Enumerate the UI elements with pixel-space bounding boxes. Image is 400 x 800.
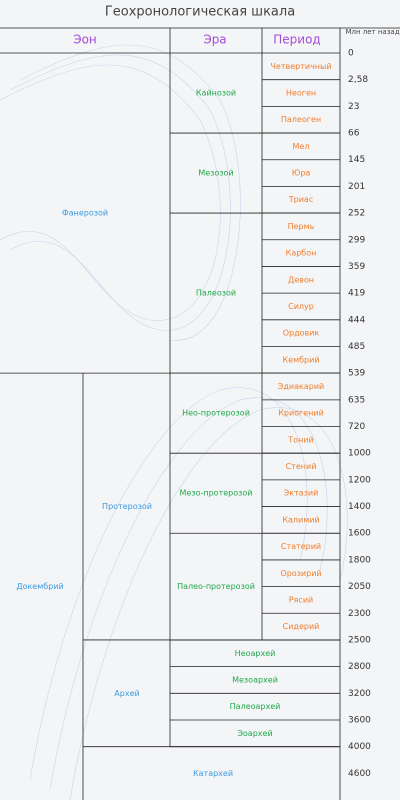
age: 1000 bbox=[348, 449, 371, 459]
header-age-box: Млн лет назад bbox=[345, 28, 400, 36]
age: 1600 bbox=[348, 529, 371, 539]
decoration bbox=[0, 44, 348, 800]
age: 66 bbox=[348, 129, 360, 139]
age: 23 bbox=[348, 102, 359, 112]
age: 4000 bbox=[348, 742, 371, 752]
era: Мезозой bbox=[198, 169, 233, 178]
period: Неоген bbox=[286, 89, 316, 98]
period: Кембрий bbox=[282, 355, 319, 364]
age: 201 bbox=[348, 182, 365, 192]
period: Силур bbox=[288, 302, 314, 311]
era: Кайнозой bbox=[196, 89, 236, 98]
header-age: Млн лет назад bbox=[345, 28, 400, 36]
period: Сидерий bbox=[283, 622, 320, 631]
eon: Докембрий bbox=[16, 582, 63, 591]
age: 2,58 bbox=[348, 75, 368, 85]
age: 2800 bbox=[348, 662, 371, 672]
eon: Архей bbox=[114, 689, 139, 698]
age: 359 bbox=[348, 262, 365, 272]
period: Триас bbox=[288, 195, 313, 204]
era: Мезо-протерозой bbox=[180, 489, 253, 498]
age: 485 bbox=[348, 342, 365, 352]
period: Тоний bbox=[287, 435, 313, 444]
period: Пермь bbox=[288, 222, 315, 231]
era: Нео-протерозой bbox=[182, 409, 250, 418]
period: Эктазий bbox=[284, 489, 319, 498]
eon: Протерозой bbox=[102, 502, 152, 511]
age: 635 bbox=[348, 395, 365, 405]
age: 299 bbox=[348, 235, 365, 245]
era: Неоархей bbox=[235, 649, 276, 658]
period: Карбон bbox=[286, 249, 317, 258]
period: Статерий bbox=[281, 542, 321, 551]
age: 419 bbox=[348, 289, 365, 299]
title: Геохронологическая шкала bbox=[105, 5, 295, 20]
header-period: Период bbox=[273, 33, 320, 47]
period: Четвертичный bbox=[270, 62, 331, 71]
age: 1400 bbox=[348, 502, 371, 512]
age: 3600 bbox=[348, 716, 371, 726]
period: Калимий bbox=[282, 515, 319, 524]
age: 145 bbox=[348, 155, 365, 165]
period: Девон bbox=[288, 275, 314, 284]
period: Мел bbox=[293, 142, 310, 151]
age: 444 bbox=[348, 315, 365, 325]
eon: Катархей bbox=[193, 769, 233, 778]
age: 2050 bbox=[348, 582, 371, 592]
age: 3200 bbox=[348, 689, 371, 699]
header-eon: Эон bbox=[73, 33, 97, 47]
age: 1200 bbox=[348, 475, 371, 485]
age: 2500 bbox=[348, 635, 371, 645]
period: Рясий bbox=[289, 595, 313, 604]
age: 0 bbox=[348, 49, 354, 59]
age: 539 bbox=[348, 369, 365, 379]
header-era: Эра bbox=[203, 33, 226, 47]
period: Палеоген bbox=[281, 115, 321, 124]
period: Орозирий bbox=[280, 569, 321, 578]
era: Палеозой bbox=[196, 289, 236, 298]
period: Юра bbox=[292, 169, 311, 178]
period: Ордовик bbox=[283, 329, 320, 338]
eon: Фанерозой bbox=[62, 209, 108, 218]
age: 2300 bbox=[348, 609, 371, 619]
era: Палеоархей bbox=[230, 702, 281, 711]
period: Криогений bbox=[278, 409, 324, 418]
era: Мезоархей bbox=[232, 675, 278, 684]
age: 252 bbox=[348, 209, 365, 219]
age: 720 bbox=[348, 422, 365, 432]
age: 1800 bbox=[348, 555, 371, 565]
period: Эдиакарий bbox=[278, 382, 324, 391]
period: Стений bbox=[286, 462, 317, 471]
era: Палео-протерозой bbox=[177, 582, 255, 591]
age: 4600 bbox=[348, 769, 371, 779]
era: Эоархей bbox=[237, 729, 272, 738]
